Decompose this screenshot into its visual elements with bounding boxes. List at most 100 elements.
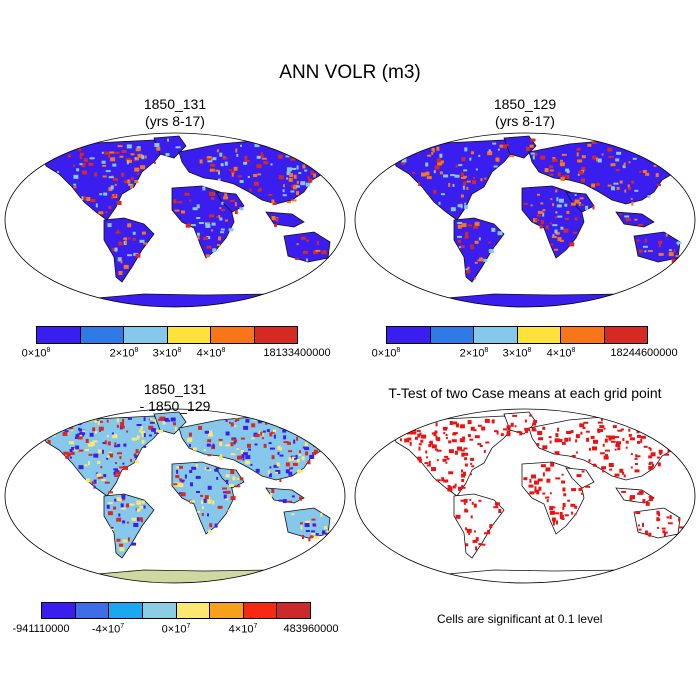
grid-cell [135, 449, 139, 454]
grid-cell [435, 422, 438, 427]
grid-cell [69, 449, 73, 452]
grid-cell [78, 449, 84, 452]
grid-cell [88, 162, 94, 166]
grid-cell [193, 447, 197, 451]
grid-cell [156, 146, 161, 151]
grid-cell [487, 151, 493, 156]
continent-namerica [391, 415, 515, 497]
grid-cell [488, 249, 494, 253]
grid-cell [588, 447, 591, 451]
grid-cell [127, 159, 132, 163]
grid-cell [642, 245, 648, 248]
grid-cell [614, 473, 620, 477]
grid-cell [454, 174, 460, 178]
grid-cell [478, 154, 481, 157]
grid-cell [134, 157, 137, 160]
grid-cell [532, 422, 537, 426]
grid-cell [137, 517, 141, 522]
grid-cell [181, 479, 184, 484]
colorbar-1-swatch-3 [167, 327, 211, 343]
grid-cell [102, 164, 107, 167]
grid-cell [471, 465, 475, 468]
grid-cell [669, 430, 674, 433]
grid-cell [286, 167, 292, 172]
grid-cell [429, 440, 433, 445]
grid-cell [495, 503, 498, 508]
grid-cell [665, 233, 668, 237]
grid-cell [218, 215, 221, 219]
grid-cell [672, 170, 675, 174]
grid-cell [559, 515, 564, 519]
grid-cell [477, 424, 482, 427]
grid-cell [69, 426, 74, 430]
grid-cell [470, 426, 475, 431]
grid-cell [202, 186, 206, 191]
grid-cell [105, 211, 108, 214]
grid-cell [180, 492, 186, 497]
grid-cell [110, 185, 114, 190]
grid-cell [420, 439, 424, 443]
grid-cell [555, 433, 559, 438]
grid-cell [460, 172, 464, 177]
grid-cell [516, 431, 521, 433]
grid-cell [105, 170, 111, 173]
grid-cell [242, 452, 248, 456]
grid-cell [469, 438, 474, 441]
grid-cell [545, 469, 549, 472]
grid-cell [120, 425, 125, 429]
grid-cell [322, 530, 327, 535]
grid-cell [638, 528, 642, 531]
grid-cell [537, 478, 543, 482]
continent-antarctica [73, 569, 295, 583]
grid-cell [457, 235, 462, 238]
grid-cell [643, 445, 648, 448]
grid-cell [630, 466, 633, 469]
grid-cell [652, 463, 654, 467]
grid-cell [205, 222, 210, 225]
grid-cell [492, 142, 497, 145]
grid-cell [174, 209, 180, 212]
grid-cell [206, 443, 211, 447]
grid-cell [126, 503, 129, 508]
grid-cell [297, 433, 300, 436]
grid-cell [302, 535, 304, 539]
grid-cell [479, 257, 484, 262]
colorbar-1-tick-3e8: 3×108 [152, 347, 182, 360]
grid-cell [484, 177, 487, 180]
grid-cell [542, 212, 545, 217]
grid-cell [635, 422, 638, 427]
grid-cell [309, 535, 313, 539]
grid-cell [99, 193, 103, 196]
grid-cell [127, 237, 131, 240]
grid-cell [244, 155, 248, 160]
grid-cell [127, 179, 131, 184]
grid-cell [127, 417, 132, 420]
grid-cell [248, 448, 251, 451]
grid-cell [207, 485, 212, 490]
grid-cell [552, 224, 558, 227]
grid-cell [230, 496, 236, 501]
grid-cell [648, 430, 653, 434]
colorbar-2-tick-max: 18244600000 [610, 347, 678, 359]
grid-cell [244, 159, 250, 162]
grid-cell [526, 146, 530, 151]
grid-cell [579, 197, 584, 200]
grid-cell [464, 457, 468, 461]
grid-cell [117, 229, 120, 232]
grid-cell [637, 524, 640, 527]
panel-2-title-line2: (yrs 8-17) [495, 113, 555, 129]
grid-cell [62, 431, 68, 436]
grid-cell [574, 505, 578, 509]
grid-cell [77, 434, 83, 438]
grid-cell [458, 246, 462, 249]
grid-cell [303, 152, 307, 155]
grid-cell [268, 442, 272, 445]
grid-cell [282, 189, 285, 193]
grid-cell [433, 432, 437, 437]
grid-cell [573, 231, 578, 234]
grid-cell [287, 201, 291, 204]
grid-cell [231, 172, 234, 177]
grid-cell [120, 503, 124, 508]
grid-cell [622, 438, 625, 441]
grid-cell [113, 177, 118, 181]
